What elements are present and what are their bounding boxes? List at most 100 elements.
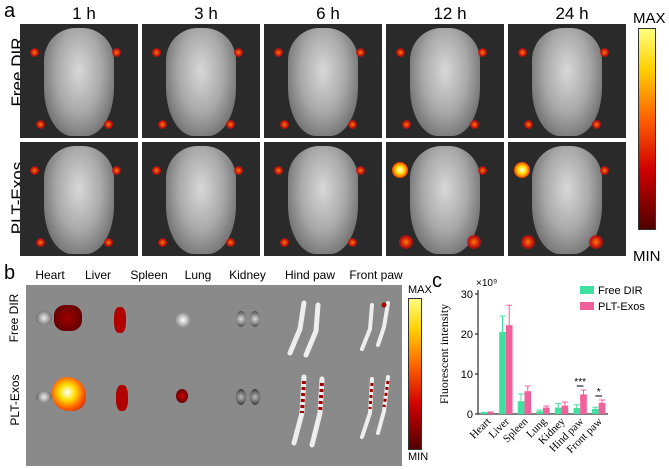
time-label-12h: 12 h	[433, 4, 467, 23]
mouse-image-free-dir-1h	[20, 24, 138, 138]
paw-signal	[29, 47, 39, 57]
mouse-body	[288, 28, 358, 136]
paw-signal	[469, 119, 479, 129]
mouse-image-free-dir-6h	[264, 24, 382, 138]
organ-label-kidney: Kidney	[229, 268, 266, 282]
mouse-body	[44, 146, 114, 254]
paws-plt	[291, 374, 390, 448]
y-tick-label: 30	[461, 289, 473, 301]
mouse-image-free-dir-24h	[508, 24, 626, 138]
y-axis-title: Fluorescent intensity	[437, 304, 451, 404]
mouse-image-free-dir-3h	[142, 24, 260, 138]
mouse-body	[288, 146, 358, 254]
panel-label-c: c	[432, 270, 442, 292]
paw-signal	[233, 47, 243, 57]
organ-label-spleen: Spleen	[130, 268, 168, 282]
mouse-image-plt-exos-1h	[20, 142, 138, 256]
y-tick-label: 10	[461, 369, 473, 381]
paw-signal	[477, 47, 487, 57]
bar-free-dir	[536, 411, 543, 414]
bar-free-dir	[592, 408, 599, 414]
paw-signal	[103, 119, 113, 129]
organ-lung-plt	[176, 389, 188, 403]
legend-label: PLT-Exos	[598, 301, 645, 313]
paw-signal	[467, 235, 481, 249]
y-tick-label: 0	[467, 409, 473, 421]
significance-label: ***	[574, 377, 586, 388]
time-label-3h: 3 h	[194, 4, 218, 23]
panel-label-b: b	[4, 262, 16, 284]
paws-free	[287, 300, 390, 358]
b-row-label-free-dir: Free DIR	[7, 293, 21, 343]
bar-free-dir	[480, 412, 488, 414]
mouse-body	[44, 28, 114, 136]
paw-signal	[399, 235, 413, 249]
organ-spleen-plt	[116, 385, 128, 411]
b-row-label-plt-exos: PLT-Exos	[8, 374, 22, 426]
organ-kidney2-free	[250, 311, 260, 327]
bar-free-dir	[517, 401, 525, 414]
organ-lung-free	[176, 311, 190, 329]
y-multiplier: ×10⁹	[476, 278, 497, 289]
paw-signal	[151, 165, 161, 175]
organ-spleen-free	[114, 307, 126, 333]
paw-signal	[35, 237, 45, 247]
legend-label: Free DIR	[598, 285, 643, 297]
colorbar-b-max: MAX	[408, 284, 432, 296]
mouse-body	[166, 146, 236, 254]
paw-signal	[401, 119, 411, 129]
organ-label-liver: Liver	[84, 268, 111, 282]
bar-plt-exos	[543, 407, 550, 414]
colorbar-b-min: MIN	[408, 451, 429, 463]
bar-free-dir	[573, 408, 581, 414]
organ-liver-free	[54, 305, 82, 331]
time-label-1h: 1 h	[72, 4, 96, 23]
colorbar-a-min: MIN	[633, 248, 661, 265]
bar-plt-exos	[580, 394, 587, 414]
paw-signal	[273, 47, 283, 57]
hotspot-paw	[514, 162, 530, 178]
legend-swatch	[580, 302, 594, 310]
bar-free-dir	[554, 407, 562, 414]
paw-signal	[103, 237, 113, 247]
panel-label-a: a	[4, 0, 16, 22]
paw-signal	[111, 47, 121, 57]
paw-signal	[347, 237, 357, 247]
paw-signal	[29, 165, 39, 175]
mouse-body	[532, 28, 602, 136]
mouse-image-plt-exos-3h	[142, 142, 260, 256]
paw-signal	[157, 119, 167, 129]
paw-signal	[157, 237, 167, 247]
paw-signal	[279, 237, 289, 247]
paw-signal	[151, 47, 161, 57]
paw-signal	[395, 47, 405, 57]
legend-swatch	[580, 286, 594, 294]
bar-plt-exos	[561, 405, 569, 414]
paw-signal	[225, 237, 235, 247]
paw-signal	[599, 165, 609, 175]
mouse-image-free-dir-12h	[386, 24, 504, 138]
paw-signal	[523, 119, 533, 129]
paw-signal	[225, 119, 235, 129]
organ-label-front-paw: Front paw	[349, 268, 403, 282]
bar-plt-exos	[487, 412, 494, 414]
organ-kidney1-free	[236, 311, 246, 327]
paw-signal	[521, 235, 535, 249]
paw-signal	[233, 165, 243, 175]
paw-signal	[477, 165, 487, 175]
bar-plt-exos	[598, 402, 606, 414]
paw-signal	[517, 47, 527, 57]
colorbar-a-max: MAX	[633, 10, 666, 27]
organ-heart-free	[36, 311, 52, 325]
paw-signal	[273, 165, 283, 175]
paw-signal	[599, 47, 609, 57]
bar-plt-exos	[524, 391, 532, 414]
organ-kidney1-plt	[236, 389, 246, 405]
colorbar-b	[408, 298, 422, 450]
time-label-24h: 24 h	[555, 4, 589, 23]
paw-signal	[111, 165, 121, 175]
organ-imaging-field	[26, 285, 402, 466]
organ-label-lung: Lung	[184, 268, 212, 282]
organ-label-hind-paw: Hind paw	[284, 268, 336, 282]
